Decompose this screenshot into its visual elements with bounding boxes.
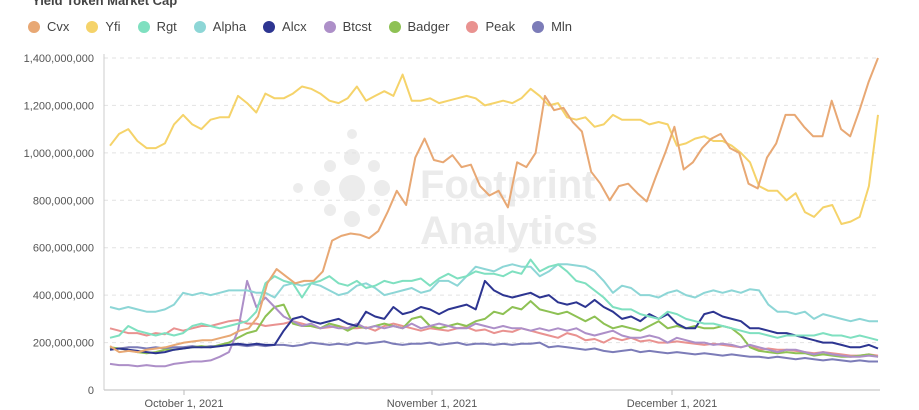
series-line-peak[interactable] (109, 319, 879, 357)
series-line-btcst[interactable] (109, 279, 879, 368)
legend-dot-rgt (137, 20, 150, 33)
legend-label: Mln (551, 19, 573, 34)
legend-dot-cvx (28, 20, 40, 33)
y-tick-label: 200,000,000 (33, 338, 94, 350)
legend-item-badger[interactable]: Badger (388, 19, 450, 34)
legend-item-peak[interactable]: Peak (466, 19, 515, 34)
legend-label: Peak (485, 19, 516, 34)
legend-item-rgt[interactable]: Rgt (137, 19, 177, 34)
legend-dot-btcst (323, 20, 336, 33)
legend-dot-yfi (86, 20, 99, 33)
legend-item-btcst[interactable]: Btcst (323, 19, 372, 34)
series-line-mln[interactable] (110, 340, 878, 363)
y-tick-label: 800,000,000 (33, 195, 94, 207)
series-line-cvx[interactable] (109, 57, 879, 354)
legend-item-cvx[interactable]: Cvx (28, 19, 69, 34)
legend-item-alcx[interactable]: Alcx (263, 19, 307, 34)
x-tick-label: October 1, 2021 (145, 398, 224, 410)
y-tick-label: 1,400,000,000 (24, 53, 94, 65)
series-line-yfi[interactable] (109, 73, 879, 225)
series-line-alpha[interactable] (109, 263, 878, 323)
legend-label: Rgt (156, 19, 177, 34)
legend-dot-badger (388, 20, 401, 33)
y-tick-label: 0 (88, 385, 94, 397)
y-tick-label: 1,200,000,000 (24, 100, 94, 112)
svg-text:Analytics: Analytics (420, 209, 598, 253)
legend-dot-peak (466, 20, 479, 33)
legend-item-mln[interactable]: Mln (532, 19, 572, 34)
legend-label: Btcst (342, 19, 372, 34)
chart-legend: Cvx Yfi Rgt Alpha Alcx Btcst Badger Peak Mln (28, 19, 589, 34)
legend-dot-mln (532, 20, 545, 33)
legend-item-alpha[interactable]: Alpha (193, 19, 247, 34)
series-line-badger[interactable] (109, 300, 879, 358)
legend-dot-alcx (263, 20, 276, 33)
series-line-rgt[interactable] (109, 258, 879, 342)
legend-label: Cvx (47, 19, 70, 34)
legend-item-yfi[interactable]: Yfi (86, 19, 121, 34)
series-line-alcx[interactable] (109, 279, 879, 355)
legend-label: Yfi (105, 19, 121, 34)
y-tick-label: 1,000,000,000 (24, 148, 94, 160)
svg-text:Footprint: Footprint (420, 163, 596, 207)
legend-label: Alpha (212, 19, 247, 34)
y-tick-label: 600,000,000 (33, 243, 94, 255)
y-tick-label: 400,000,000 (33, 290, 94, 302)
x-tick-label: December 1, 2021 (627, 398, 718, 410)
legend-label: Alcx (282, 19, 307, 34)
chart-title: Yield Token Market Cap (32, 0, 178, 8)
legend-label: Badger (407, 19, 450, 34)
x-tick-label: November 1, 2021 (387, 398, 478, 410)
watermark-logo: Footprint Analytics (293, 129, 598, 253)
legend-dot-alpha (193, 20, 206, 33)
